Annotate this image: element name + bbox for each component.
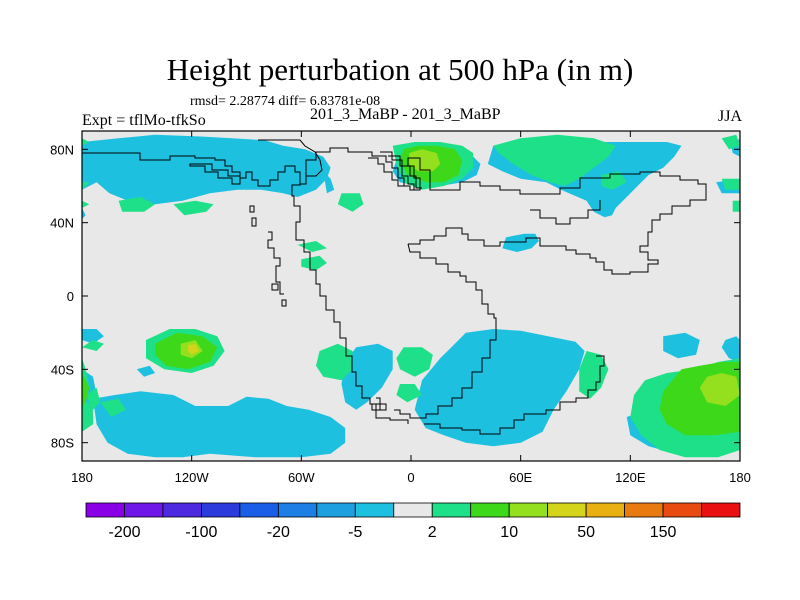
colorbar-box-9 [431,502,472,518]
contour--5-region-0 [82,134,331,205]
contour-2-region-18 [732,200,740,212]
contour-2-region-19 [82,138,90,146]
colorbar-boxes [85,502,741,518]
x-tick-label-5: 120E [615,470,646,485]
season-label: JJA [717,108,742,125]
contour--5-region-5 [414,329,585,447]
colorbar-box-3 [201,502,241,518]
contour-2-region-4 [82,340,104,351]
contour-2-region-11 [337,193,364,212]
colorbar-box-13 [585,502,625,518]
colorbar-box-7 [354,502,395,518]
contour-2-region-10 [297,241,327,252]
colorbar-label-0: -200 [108,524,140,541]
colorbar-box-5 [277,502,318,518]
colorbar-box-4 [239,502,279,518]
colorbar-box-6 [316,502,356,518]
contour--5-region-13 [323,171,335,194]
colorbar-label-5: 10 [500,524,518,541]
colorbar-label-7: 150 [650,524,677,541]
y-tick-label-2: 0 [67,289,74,304]
colorbar-box-11 [508,502,549,518]
x-tick-label-4: 60E [509,470,532,485]
contour-50-region-2 [699,373,740,406]
x-tick-label-3: 0 [407,470,414,485]
contour-2-region-16 [721,134,740,150]
colorbar-box-2 [162,502,202,518]
contour-2-region-20 [82,182,90,190]
coastline-australia [424,355,605,435]
contour-2-region-21 [396,347,433,377]
contour-2-region-5 [85,387,101,410]
colorbar-label-6: 50 [577,524,595,541]
contour-2-region-8 [82,200,90,208]
x-tick-label-6: 180 [729,470,751,485]
contour-2-region-24 [579,351,609,399]
colorbar-label-4: 2 [428,524,437,541]
colorbar-box-1 [124,502,164,518]
case-label: 201_3_MaBP - 201_3_MaBP [310,106,501,123]
contour--5-region-1 [82,208,86,219]
coastline-asia-north [368,155,422,189]
colorbar-label-3: -5 [348,524,362,541]
coastline-greenland [258,139,323,185]
colorbar-box-16 [701,502,741,518]
colorbar-labels: -200 -100 -20 -5 2 10 50 150 [108,524,676,541]
x-tick-label-0: 180 [71,470,93,485]
contour-2-region-23 [100,398,126,417]
stats-label: rmsd= 2.28774 diff= 6.83781e-08 [190,94,381,109]
contour--5-region-6 [663,332,700,359]
contour--5-region-16 [82,329,104,344]
contour-2-region-15 [601,171,627,190]
coastline-north-america [82,152,301,207]
coastline-east-asia [530,200,601,225]
contour-2-region-17 [721,178,740,190]
y-tick-label-1: 40N [50,216,74,231]
colorbar-label-2: -20 [267,524,290,541]
coastline-layer [82,139,707,435]
y-tick-label-3: 40S [51,362,74,377]
x-tick-label-1: 120W [175,470,210,485]
contour-2-region-6 [118,197,156,212]
coastline-africa [394,243,497,419]
coastline-arctic-islands [189,163,241,185]
coastline-south-america [295,205,387,411]
y-tick-label-4: 80S [51,436,74,451]
contour-layer [82,134,740,458]
contour-2-region-22 [396,384,422,403]
coastline-central-america [249,205,284,295]
chart-title: Height perturbation at 500 hPa (in m) [166,52,634,87]
coastline-islands [271,283,381,411]
contour--5-region-2 [93,391,346,458]
contour--5-region-7 [721,336,740,362]
y-tick-label-0: 80N [50,142,74,157]
x-tick-label-2: 60W [288,470,315,485]
colorbar-box-8 [393,502,433,518]
y-axis: 80N 40N 0 40S 80S [50,142,740,451]
contour-2-region-14 [493,134,616,186]
colorbar-box-15 [662,502,702,518]
contour-2-region-9 [301,255,327,271]
contour-2-region-3 [82,398,93,432]
coastline-southern [375,410,409,424]
contour--5-region-3 [136,365,156,377]
contour-150-region-0 [188,343,199,355]
colorbar-box-10 [470,502,510,518]
contour-50-region-1 [409,149,441,172]
contour-10-region-1 [82,373,90,406]
coastline-eurasia [305,147,707,275]
coastline-scandinavia [380,151,415,190]
contour-2-region-1 [316,343,353,381]
x-axis: 180 120W 60W 0 60E 120E 180 [71,131,751,485]
contour--5-region-4 [341,343,393,410]
contour-2-region-7 [173,200,214,216]
colorbar-box-0 [85,502,125,518]
colorbar-box-14 [624,502,664,518]
colorbar-box-12 [547,502,587,518]
colorbar-label-1: -100 [185,524,217,541]
experiment-label: Expt = tflMo-tfkSo [82,112,206,129]
